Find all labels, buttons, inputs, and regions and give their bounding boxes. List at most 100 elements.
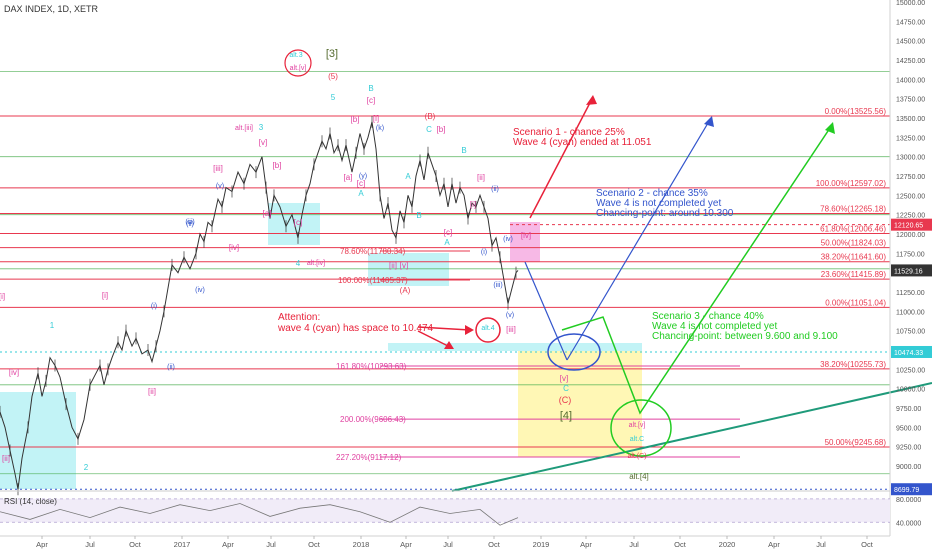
wave-label: [b] [273,161,282,170]
rsi-pane[interactable]: 80.0000 40.0000 [0,497,921,527]
wave-label: 4 [296,259,301,268]
wave-label: [ii] [477,173,485,182]
wave-label: A [405,172,411,181]
wave-label: (ii) [491,186,499,193]
time-tick-label: Apr [400,540,412,549]
fib-level-label: 0.00%(11051.04) [825,298,886,307]
attention-arrow-1 [417,326,471,331]
fib-level-label: 78.60%(12265.18) [820,204,886,213]
fib-level-label: 100.00%(12597.02) [816,179,887,188]
price-tick-label: 12000.00 [896,232,925,239]
wave-label: [v] [259,138,267,147]
wave-label: alt.[iii] [235,125,253,132]
scenario-2-arrowhead [704,116,714,127]
rsi-line [0,503,519,526]
scenario-2-arrow [566,117,712,361]
time-tick-label: Jul [443,540,453,549]
time-tick-label: Jul [85,540,95,549]
alt-4-circle [475,317,501,343]
scenario-2-circle [547,333,601,371]
price-tick-label: 11250.00 [896,290,925,297]
wave-label: B [368,84,373,93]
price-series [0,115,519,496]
wave-label: alt.(C) [627,453,646,460]
wave-label: (ii) [186,221,194,228]
wave-label: [iii] [213,164,223,173]
price-tick-label: 13750.00 [896,97,925,104]
price-tick-label: 10750.00 [896,329,925,336]
wave-label: A [444,238,450,247]
wave-label: [b] [437,125,446,134]
wave-label: alt.3 [289,52,302,59]
extension-level-label: 78.60%(11780.34) [340,247,406,256]
wave-label: [c] [357,179,365,188]
price-tick-label: 9500.00 [896,425,921,432]
wave-label: C [563,384,569,393]
wave-label: [iv] [521,231,531,240]
time-tick-label: 2018 [353,540,370,549]
time-axis[interactable]: Apr Jul Oct 2017 Apr Jul Oct 2018 Apr Jul Oct 2019 A… [36,536,874,549]
wave-label: 5 [331,93,336,102]
wave-label: (k) [376,125,384,132]
wave-label: [iii] [506,325,516,334]
time-tick-label: Apr [36,540,48,549]
wave-label: [ii] [148,387,156,396]
price-line [0,121,519,490]
time-tick-label: Oct [488,540,501,549]
wave-label: (i) [151,303,157,310]
attention-arrowhead-2 [444,341,454,349]
wave-label: [c] [294,218,302,227]
scenario-1-arrowhead [586,95,597,105]
wave-label: (iii) [185,219,194,226]
price-tick-label: 9250.00 [896,445,921,452]
chart-title: DAX INDEX, 1D, XETR [4,4,99,14]
wave-label: [v] [400,261,408,270]
price-badge [891,345,932,358]
price-tick-label: 10000.00 [896,387,925,394]
price-tick-label: 10250.00 [896,367,925,374]
overlay-drawings [284,49,932,492]
time-tick-label: Oct [674,540,687,549]
price-tick-label: 9000.00 [896,464,921,471]
wave-label: (v) [506,312,514,319]
wave-label: 2 [84,463,89,472]
fib-level-label: 0.00%(13525.56) [825,107,887,116]
scenario-text: Scenario 2 - chance 35% [596,188,708,199]
attention-arrow-2 [417,330,451,348]
wave-label: (C) [559,395,572,405]
wave-label: [iv] [9,368,19,377]
price-tick-label: 12250.00 [896,213,925,220]
wave-label: B [416,211,421,220]
scenario-text: Wave 4 (cyan) ended at 11.051 [513,137,652,148]
scenario-3-arrowhead [825,122,835,134]
time-tick-label: Jul [266,540,276,549]
wave-label: C [426,125,432,134]
wave-label: [i] [102,291,108,300]
wave-label: [ii] [389,261,397,270]
rsi-tick-label: 40.0000 [896,520,921,527]
wave-label: (B) [425,112,436,121]
scenario-3-path [561,124,833,415]
scenario-text: Wave 4 is not completed yet [652,321,777,332]
wave-labels: [3] alt.3 alt.[v] (5) 5 B [c] (B) C [b] Balt.[iii]… [0,48,649,481]
price-tick-label: 14750.00 [896,19,925,26]
price-tick-label: 12500.00 [896,193,925,200]
wave-label: [i] [470,200,476,209]
wave-label: 3 [259,123,264,132]
yellow-target-box [518,351,642,457]
wave-label: alt.[v] [290,65,307,72]
wave-label: [i] [373,114,379,123]
wave-label: [v] [560,374,568,383]
time-tick-label: Oct [861,540,874,549]
wave-label: 1 [50,321,55,330]
wave-label: (v) [216,183,224,190]
fib-level-label: 50.00%(11824.03) [821,239,887,248]
wave-label: alt.[v] [629,422,646,429]
scenario-3-circle [610,399,672,457]
time-tick-label: 2020 [719,540,736,549]
price-tick-label: 11000.00 [896,309,925,316]
time-tick-label: Apr [222,540,234,549]
rsi-band [0,498,890,523]
extension-level-label: 100.00%(11405.37) [338,276,408,285]
